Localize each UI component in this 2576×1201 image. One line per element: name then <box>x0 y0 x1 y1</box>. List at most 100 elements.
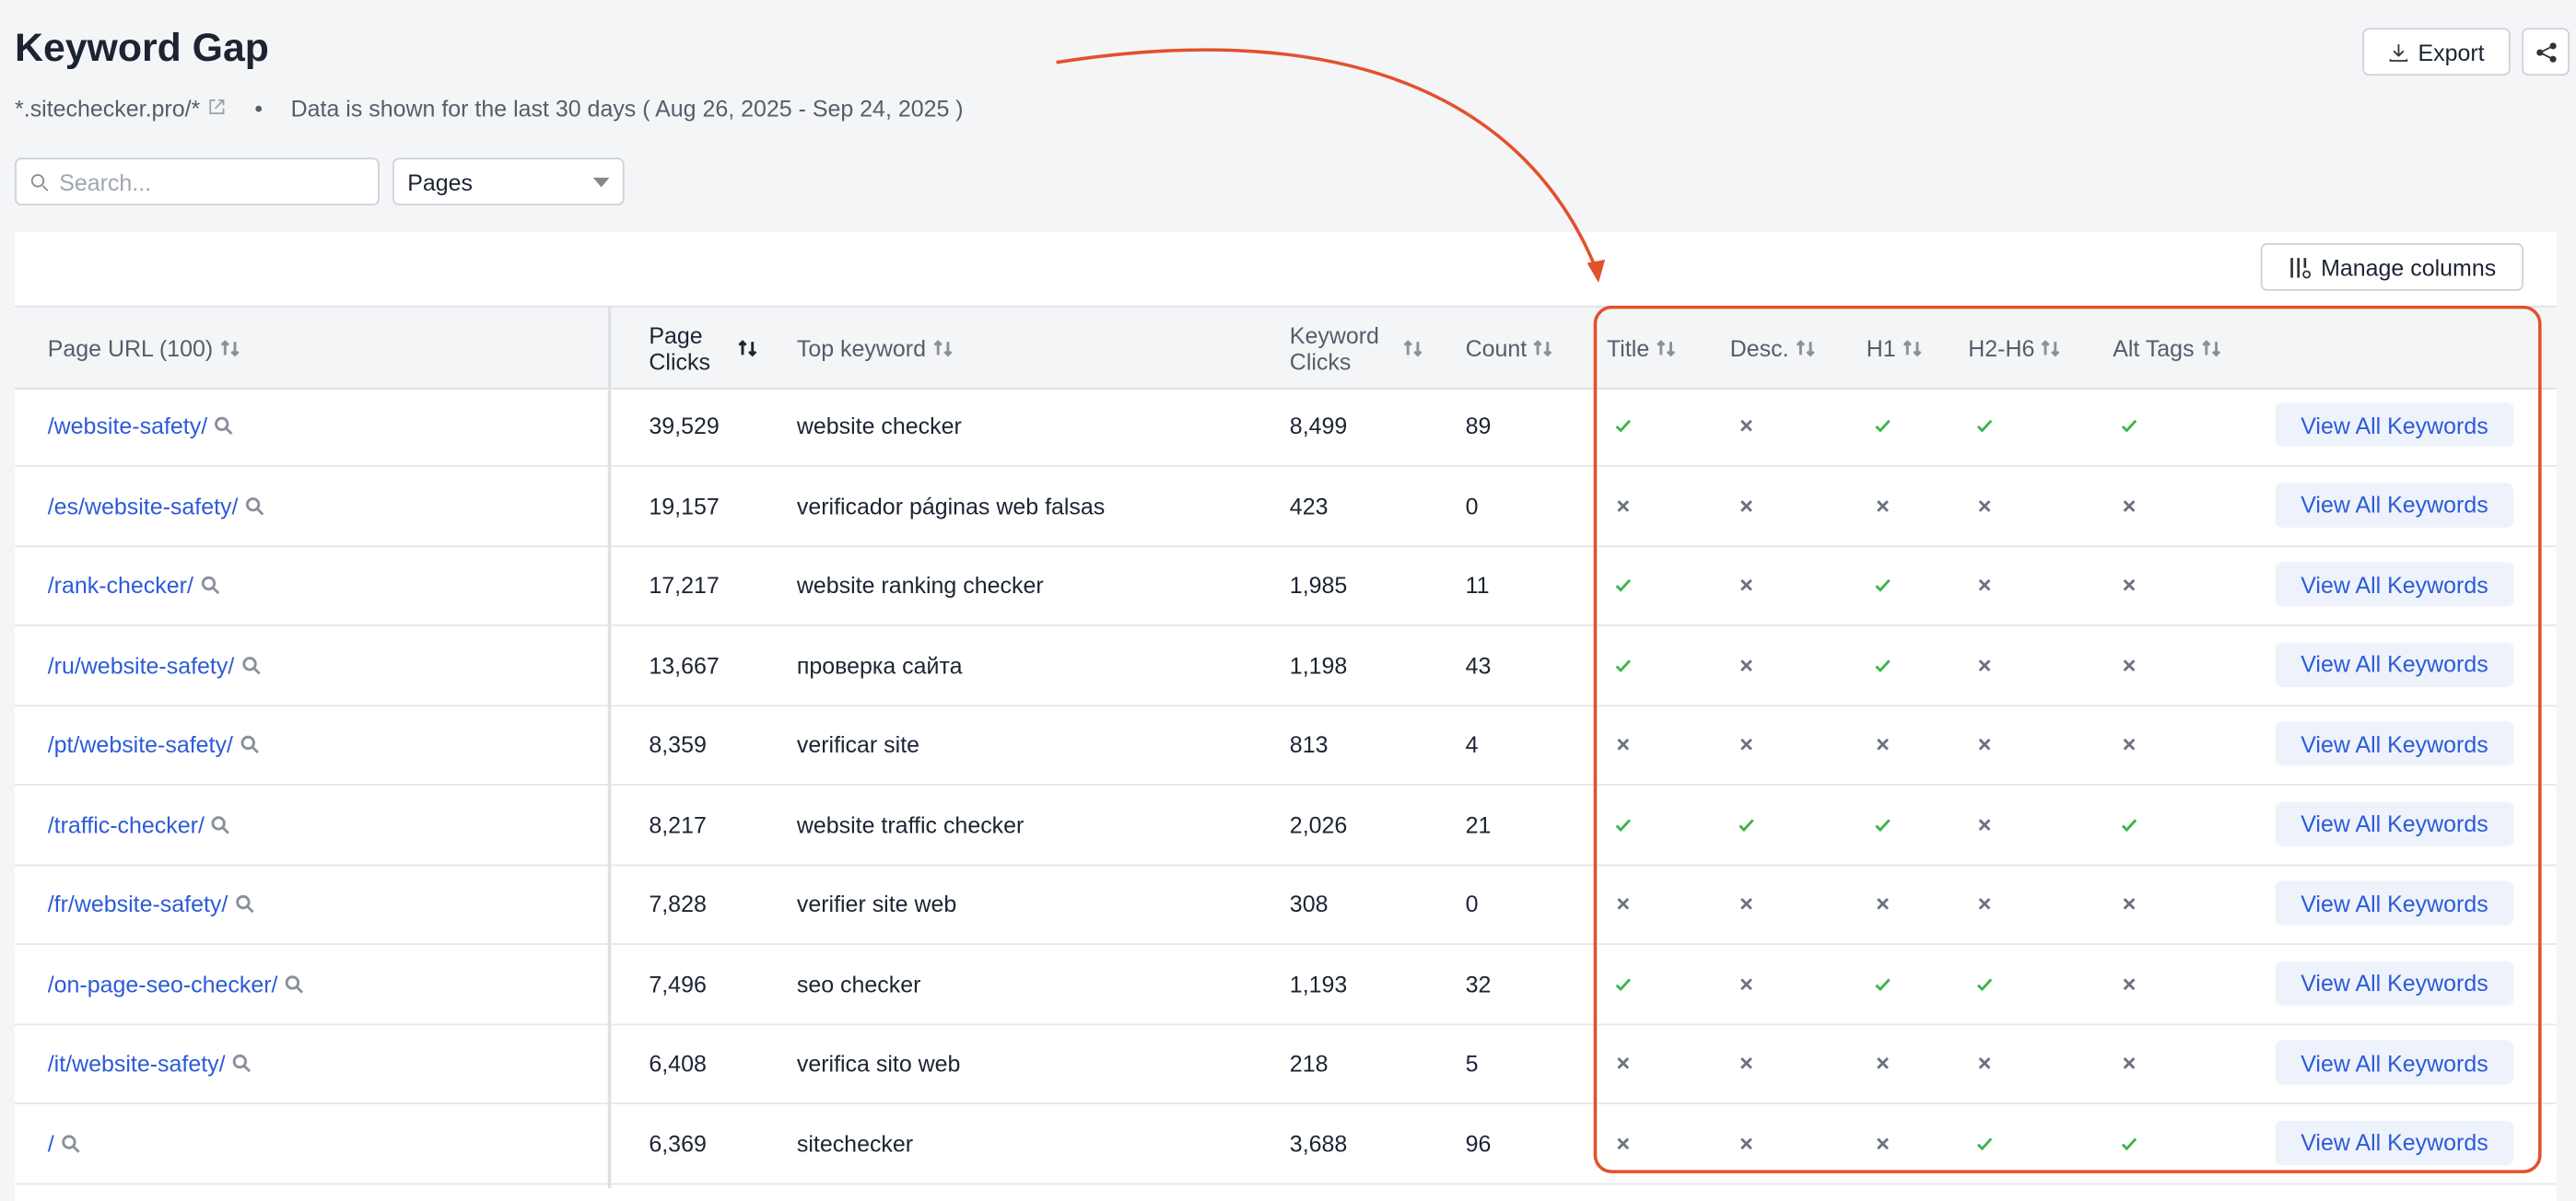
check-icon <box>1976 977 1993 991</box>
column-header: H2-H6 <box>1968 308 2061 388</box>
view-all-keywords-button[interactable]: View All Keywords <box>2275 402 2514 448</box>
columns-icon <box>2289 257 2311 278</box>
table-row: /traffic-checker/8,217 website traffic ch… <box>15 785 2557 866</box>
view-all-keywords-button[interactable]: View All Keywords <box>2275 1119 2514 1165</box>
status-cell <box>1737 944 1756 1023</box>
cell-text: seo checker <box>796 970 921 997</box>
column-header: Page URL (100) <box>48 308 240 388</box>
search-icon <box>232 1054 252 1073</box>
status-cell <box>1873 386 1892 465</box>
sort-icon[interactable] <box>932 338 952 357</box>
sort-icon[interactable] <box>1533 338 1552 357</box>
status-cell <box>1974 1103 1994 1183</box>
cell-text: 11 <box>1465 571 1490 599</box>
page-url[interactable]: /pt/website-safety/ <box>47 730 233 758</box>
status-cell <box>1873 864 1892 943</box>
cell: 4 <box>1466 705 1479 784</box>
page-title: Keyword Gap <box>15 26 269 71</box>
cell-text: website ranking checker <box>796 571 1044 599</box>
view-all-keywords-button[interactable]: View All Keywords <box>2275 800 2514 845</box>
cross-icon <box>1617 1057 1630 1069</box>
cell-text: 1,193 <box>1289 970 1348 997</box>
download-icon <box>2389 43 2407 62</box>
page-url[interactable]: /website-safety/ <box>47 412 208 439</box>
search-input[interactable]: Search... <box>15 157 380 206</box>
page-url[interactable]: /fr/website-safety/ <box>47 891 228 917</box>
sort-icon[interactable] <box>1903 338 1922 357</box>
share-button[interactable] <box>2522 28 2570 76</box>
cell-text: verifica sito web <box>796 1050 961 1077</box>
view-all-keywords-button[interactable]: View All Keywords <box>2275 562 2514 607</box>
search-icon <box>212 815 230 834</box>
url-cell: /ru/website-safety/ <box>48 625 261 705</box>
cross-icon <box>2123 738 2136 751</box>
cell: 19,157 <box>649 466 719 545</box>
status-cell <box>1873 545 1892 624</box>
sort-icon[interactable] <box>2042 338 2061 357</box>
cross-icon <box>1877 1057 1889 1069</box>
sort-icon[interactable] <box>219 338 239 357</box>
page-url[interactable]: / <box>47 1129 54 1157</box>
status-cell <box>2119 545 2138 624</box>
status-cell <box>1873 944 1892 1023</box>
cross-icon <box>2123 578 2136 591</box>
check-icon <box>1875 419 1891 433</box>
cell: 21 <box>1466 785 1492 864</box>
cell-text: 2,026 <box>1289 810 1348 838</box>
page-url[interactable]: /ru/website-safety/ <box>47 651 235 678</box>
cell-text: 17,217 <box>649 571 720 599</box>
status-cell <box>1613 1103 1633 1183</box>
cell-text: 813 <box>1289 730 1329 758</box>
page-url[interactable]: /traffic-checker/ <box>47 810 205 838</box>
view-all-keywords-button[interactable]: View All Keywords <box>2275 1040 2514 1085</box>
cell: verifica sito web <box>797 1024 961 1103</box>
column-header: Desc. <box>1730 308 1815 388</box>
view-all-keywords-button[interactable]: View All Keywords <box>2275 721 2514 766</box>
cross-icon <box>2123 897 2136 910</box>
view-all-keywords-button[interactable]: View All Keywords <box>2275 482 2514 527</box>
view-all-keywords-button[interactable]: View All Keywords <box>2275 641 2514 686</box>
column-title: H2-H6 <box>1968 334 2035 361</box>
cross-icon <box>1740 499 1752 512</box>
status-cell <box>1974 864 1994 943</box>
page-url[interactable]: /it/website-safety/ <box>47 1050 226 1077</box>
manage-columns-label: Manage columns <box>2321 253 2497 281</box>
cell-text: 308 <box>1289 891 1329 917</box>
manage-columns-button[interactable]: Manage columns <box>2260 243 2523 291</box>
status-cell <box>1737 864 1756 943</box>
arrow-head <box>1587 259 1606 283</box>
sort-icon[interactable] <box>1796 338 1815 357</box>
check-icon <box>1739 818 1754 832</box>
sort-icon[interactable] <box>1403 338 1423 357</box>
cell: website traffic checker <box>797 785 1025 864</box>
sort-icon[interactable] <box>2201 338 2220 357</box>
cell-text: 39,529 <box>649 412 720 439</box>
cell-text: 8,359 <box>649 730 707 758</box>
view-all-keywords-button[interactable]: View All Keywords <box>2275 960 2514 1006</box>
status-cell <box>1613 785 1633 864</box>
check-icon <box>1875 578 1891 592</box>
page-url[interactable]: /rank-checker/ <box>47 571 193 599</box>
search-icon <box>285 974 304 993</box>
page-url[interactable]: /es/website-safety/ <box>47 492 239 519</box>
cell: 218 <box>1290 1024 1329 1103</box>
cross-icon <box>1617 1137 1630 1149</box>
sort-icon[interactable] <box>1656 338 1675 357</box>
pages-dropdown[interactable]: Pages <box>392 157 625 206</box>
cell-text: 218 <box>1289 1050 1329 1077</box>
cell-text: 423 <box>1289 492 1329 519</box>
search-icon <box>241 656 261 674</box>
sort-icon[interactable] <box>738 338 757 357</box>
status-cell <box>1737 386 1756 465</box>
table-row: /ru/website-safety/13,667 проверка сайта 1… <box>15 625 2557 706</box>
page-url[interactable]: /on-page-seo-checker/ <box>47 970 278 997</box>
cell: 8,359 <box>649 705 706 784</box>
export-button[interactable]: Export <box>2362 28 2511 76</box>
status-cell <box>1873 466 1892 545</box>
cell-text: website traffic checker <box>796 810 1025 838</box>
status-cell <box>1873 705 1892 784</box>
view-all-keywords-button[interactable]: View All Keywords <box>2275 880 2514 926</box>
cell: 7,496 <box>649 944 706 1023</box>
cross-icon <box>1877 1137 1889 1149</box>
